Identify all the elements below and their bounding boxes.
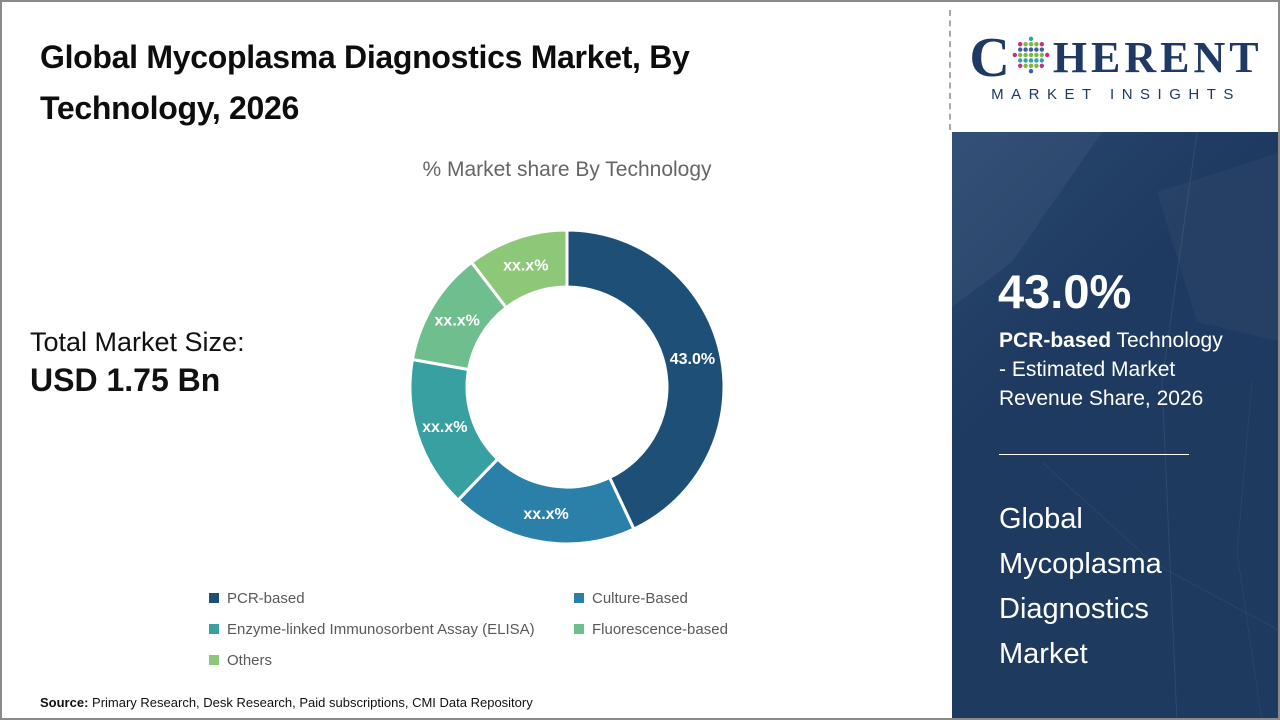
slice-label: 43.0% [670, 351, 715, 368]
page-title-line1: Global Mycoplasma Diagnostics Market, By [40, 39, 690, 75]
logo-letters-herent: HERENT [1052, 32, 1263, 82]
donut-slice-pcr-based [565, 228, 726, 531]
stat-description: PCR-based Technology - Estimated Market … [999, 326, 1231, 413]
page-title: Global Mycoplasma Diagnostics Market, By… [40, 32, 920, 134]
stat-value: 43.0% [998, 265, 1132, 318]
chart-title: % Market share By Technology [422, 158, 712, 181]
coherent-market-insights-logo: C HERENT MARKET INSIGHTS [952, 2, 1278, 132]
logo-letter-c: C [969, 26, 1010, 89]
legend-item-enzyme-linked-immunosorbent-assay-elisa-: Enzyme-linked Immunosorbent Assay (ELISA… [209, 617, 574, 641]
donut-chart: 43.0% xx.x% xx.x% xx.x% xx.x% [408, 228, 726, 546]
stat-description-bold: PCR-based [999, 329, 1112, 352]
slice-label: xx.x% [523, 506, 568, 523]
dashed-separator [949, 10, 951, 130]
legend-label: Enzyme-linked Immunosorbent Assay (ELISA… [227, 620, 535, 638]
chart-legend: PCR-based Culture-Based Enzyme-linked Immu… [209, 586, 728, 672]
source-line: Source: Primary Research, Desk Research,… [40, 695, 533, 710]
legend-item-others: Others [209, 648, 574, 672]
legend-marker [574, 624, 584, 634]
coherent-globe-icon [1012, 36, 1050, 73]
legend-label: Culture-Based [592, 589, 688, 607]
legend-marker [209, 655, 219, 665]
logo-wordmark: C HERENT [969, 26, 1263, 89]
map-texture [952, 132, 1278, 718]
legend-label: Others [227, 651, 273, 669]
slice-label: xx.x% [503, 258, 548, 275]
legend-label: PCR-based [227, 589, 305, 607]
legend-label: Fluorescence-based [592, 620, 728, 638]
legend-marker [209, 624, 219, 634]
total-market-size-value: USD 1.75 Bn [30, 362, 221, 398]
legend-marker [209, 593, 219, 603]
sidebar-market-word: Diagnostics [999, 593, 1149, 625]
total-market-size-label: Total Market Size: [30, 327, 245, 357]
legend-item-pcr-based: PCR-based [209, 586, 574, 610]
sidebar-market-name: Global Mycoplasma Diagnostics Market [999, 497, 1162, 677]
sidebar-divider [999, 454, 1189, 455]
slice-label: xx.x% [422, 419, 467, 436]
stat-description-rest: Technology - Estimated Market Revenue Sh… [999, 329, 1223, 410]
source-label: Source: [40, 695, 89, 710]
sidebar-market-word: Global [999, 503, 1083, 535]
page-title-line2: Technology, 2026 [40, 90, 299, 126]
legend-item-culture-based: Culture-Based [574, 586, 728, 610]
sidebar: 43.0% PCR-based Technology - Estimated M… [952, 132, 1278, 718]
logo-tagline: MARKET INSIGHTS [991, 85, 1241, 103]
sidebar-market-word: Market [999, 638, 1088, 670]
donut-slice-others [470, 228, 569, 310]
legend-marker [574, 593, 584, 603]
legend-item-fluorescence-based: Fluorescence-based [574, 617, 728, 641]
slice-label: xx.x% [435, 312, 480, 329]
source-text: Primary Research, Desk Research, Paid su… [88, 695, 533, 710]
sidebar-market-word: Mycoplasma [999, 548, 1162, 580]
